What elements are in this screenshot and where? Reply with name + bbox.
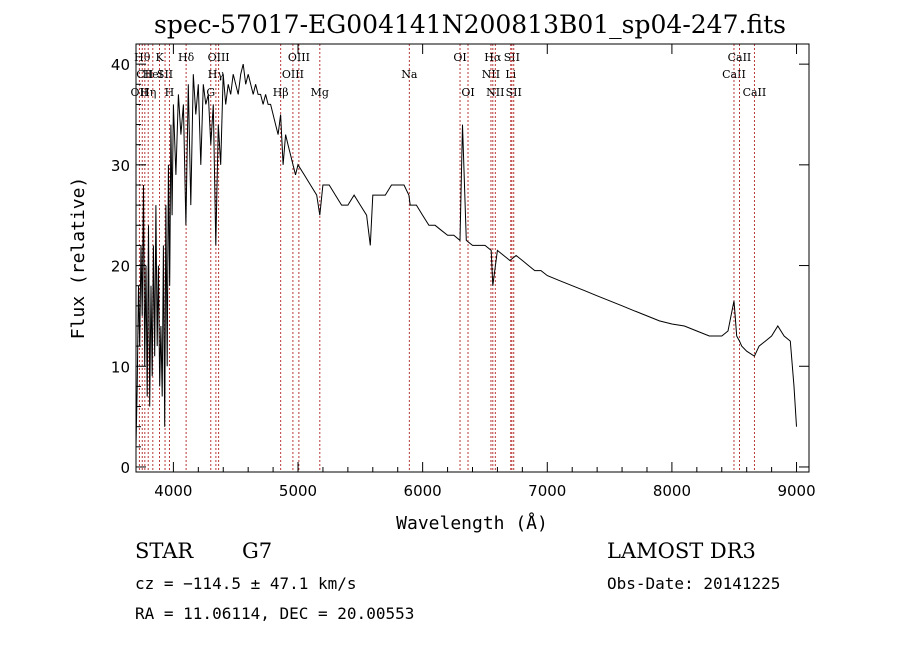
spectral-line-label-15: Mg [311, 86, 329, 99]
spectral-line-label-2: CII [136, 68, 153, 81]
plot-frame [135, 43, 810, 473]
x-tick-label-5: 9000 [777, 482, 815, 500]
object-subclass-label: G7 [242, 539, 273, 563]
spectral-line-label-0: OII [131, 86, 149, 99]
coordinates-text: RA = 11.06114, DEC = 20.00553 [135, 604, 415, 623]
spectral-line-label-3: Hη [140, 86, 156, 99]
x-tick-label-2: 6000 [404, 482, 442, 500]
y-tick-label-0: 0 [120, 459, 130, 477]
spectral-line-label-20: Hα [484, 51, 502, 64]
observation-date-text: Obs-Date: 20141225 [607, 574, 781, 593]
y-tick-label-2: 20 [111, 258, 130, 276]
x-tick-label-4: 8000 [653, 482, 691, 500]
spectral-line-label-23: SII [504, 51, 520, 64]
spectral-line-markers: OII Hθ CII Hη HeI K SII H Hδ G Hγ OIII Hβ OIII OIII Mg N… [131, 44, 767, 472]
spectral-line-label-9: G [206, 86, 215, 99]
spectral-line-label-21: NII [486, 86, 504, 99]
spectral-line-label-14: OIII [288, 51, 310, 64]
spectral-line-label-26: CaII [728, 51, 752, 64]
spectral-line-label-19: NII [482, 68, 500, 81]
spectral-line-label-13: OIII [282, 68, 304, 81]
survey-label: LAMOST DR3 [607, 539, 756, 563]
spectral-line-label-16: Na [401, 68, 418, 81]
x-tick-label-3: 7000 [528, 482, 566, 500]
spectral-line-label-7: H [165, 86, 175, 99]
spectral-line-label-22: Li [505, 68, 516, 81]
chart-title: spec-57017-EG004141N200813B01_sp04-247.f… [154, 10, 786, 39]
spectral-line-label-5: K [155, 51, 164, 64]
y-axis-ticks: 0 10 20 30 40 [111, 56, 809, 477]
object-class-label: STAR [135, 539, 194, 563]
y-tick-label-1: 10 [111, 358, 130, 376]
x-tick-label-0: 4000 [154, 482, 192, 500]
spectral-line-label-24: SII [506, 86, 522, 99]
spectral-line-label-4: HeI [143, 68, 163, 81]
spectral-line-label-8: Hδ [178, 51, 195, 64]
y-tick-label-4: 40 [111, 56, 130, 74]
spectral-line-label-25: CaII [722, 68, 746, 81]
x-axis-ticks: 4000 5000 6000 7000 8000 9000 [154, 44, 816, 500]
spectral-line-label-1: Hθ [134, 51, 151, 64]
flux-series-line [135, 63, 797, 447]
spectral-line-label-18: OI [461, 86, 474, 99]
spectral-line-label-11: OIII [208, 51, 230, 64]
spectral-line-label-6: SII [157, 68, 173, 81]
redshift-velocity-text: cz = −114.5 ± 47.1 km/s [135, 574, 357, 593]
spectral-line-label-12: Hβ [273, 86, 289, 99]
spectral-line-label-10: Hγ [208, 68, 225, 81]
spectral-line-label-17: OI [453, 51, 466, 64]
x-tick-label-1: 5000 [279, 482, 317, 500]
y-tick-label-3: 30 [111, 157, 130, 175]
x-axis-label: Wavelength (Å) [396, 512, 548, 534]
y-axis-label: Flux (relative) [68, 177, 89, 340]
spectral-line-label-27: CaII [743, 86, 767, 99]
